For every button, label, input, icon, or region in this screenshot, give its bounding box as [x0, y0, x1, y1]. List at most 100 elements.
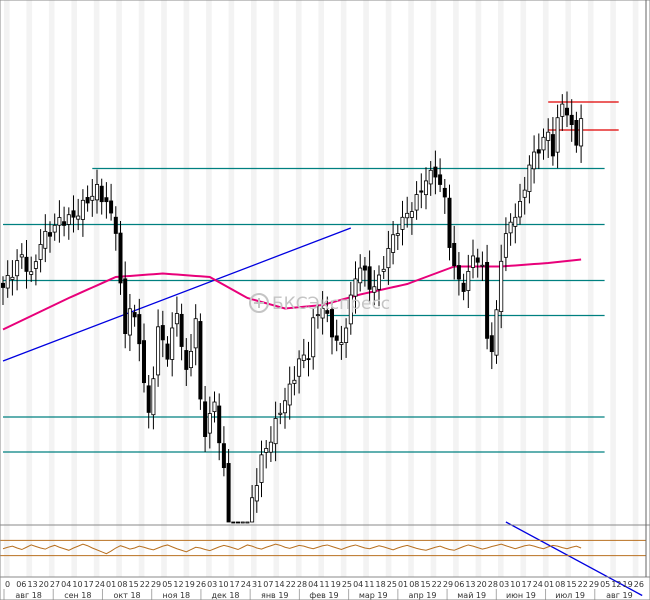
candle-body — [381, 268, 386, 272]
x-tick-label: 05 — [600, 580, 610, 589]
x-tick-label: 04 — [353, 580, 363, 589]
candle-body — [428, 169, 433, 185]
candle-body — [452, 242, 457, 267]
watermark-text: БКСЭкспресс — [272, 294, 390, 314]
candle-body — [212, 401, 217, 413]
grid-stripe — [116, 0, 122, 577]
candle-body — [76, 215, 81, 220]
x-tick-label: 11 — [319, 580, 329, 589]
x-tick-label: 22 — [432, 580, 442, 589]
x-tick-label: 12 — [611, 580, 621, 589]
candle-body — [71, 210, 76, 218]
candle-body — [503, 233, 508, 258]
x-tick-label: 24 — [95, 580, 105, 589]
horizontal-levels — [3, 101, 619, 453]
candle-body — [254, 485, 259, 502]
candle-body — [423, 180, 428, 196]
candle-body — [10, 276, 15, 280]
x-tick-label: 25 — [342, 580, 352, 589]
x-tick-label: 0 — [5, 580, 10, 589]
candle-body — [193, 318, 198, 349]
candle-body — [569, 114, 574, 126]
candle-body — [329, 309, 334, 338]
grid-stripe — [295, 0, 302, 577]
grid-stripe — [48, 0, 55, 577]
grid-stripe — [273, 0, 280, 577]
candle-body — [198, 321, 203, 400]
candle-body — [541, 136, 546, 151]
grid-stripe — [587, 0, 594, 577]
trend-line — [505, 521, 643, 597]
candle-body — [66, 214, 71, 225]
candle-body — [297, 358, 302, 377]
x-tick-label: 22 — [286, 580, 296, 589]
candle-body — [395, 233, 400, 236]
x-tick-label: 01 — [106, 580, 116, 589]
candle-body — [362, 265, 367, 271]
x-month-label: авг 18 — [15, 591, 42, 600]
candle-body — [118, 232, 123, 284]
candle-body — [550, 134, 555, 157]
candle-body — [414, 194, 419, 211]
candle-body — [5, 275, 10, 289]
candle-body — [151, 378, 156, 416]
x-month-label: июл 19 — [555, 591, 585, 600]
grid-stripe — [318, 0, 324, 577]
x-tick-label: 26 — [634, 580, 644, 589]
candle-body — [475, 257, 480, 263]
x-tick-label: 29 — [151, 580, 161, 589]
candle-body — [470, 255, 475, 268]
candle-body — [179, 313, 184, 347]
candle-body — [546, 131, 551, 141]
candle-body — [221, 443, 226, 469]
candle-body — [43, 230, 48, 249]
x-axis: 0 06 13 20 27 04 10 17 24 01 08 15 22 29 05 12 19 26 03 10 1… — [3, 580, 644, 600]
candle-body — [438, 174, 443, 185]
x-tick-label: 26 — [196, 580, 206, 589]
grid-stripe — [520, 0, 527, 577]
x-tick-label: 11 — [364, 580, 374, 589]
candle-body — [447, 197, 452, 248]
candle-body — [137, 314, 142, 345]
x-tick-label: 13 — [27, 580, 37, 589]
candle-body — [480, 264, 485, 267]
grid-stripe — [183, 0, 190, 577]
oscillator-panel — [0, 539, 646, 557]
x-tick-label: 15 — [420, 580, 430, 589]
grid-stripes — [4, 0, 639, 577]
x-month-label: янв 19 — [261, 591, 288, 600]
x-tick-label: 20 — [39, 580, 49, 589]
x-month-label: фев 19 — [309, 591, 338, 600]
candle-body — [499, 260, 504, 313]
candle-body — [287, 383, 292, 406]
candle-body — [57, 217, 62, 226]
grid-stripe — [408, 0, 414, 577]
candle-body — [391, 234, 396, 253]
grid-stripe — [251, 0, 257, 577]
candle-body — [132, 312, 137, 318]
candle-body — [372, 286, 377, 293]
x-month-label: май 19 — [457, 591, 486, 600]
candle-body — [367, 266, 372, 290]
candle-body — [353, 278, 358, 297]
x-tick-label: 22 — [578, 580, 588, 589]
candle-body — [29, 271, 34, 275]
grid-stripe — [340, 0, 347, 577]
candle-body — [442, 187, 447, 198]
grid-stripe — [430, 0, 437, 577]
candle-body — [400, 216, 405, 230]
candle-body — [15, 260, 20, 277]
x-tick-label: 31 — [252, 580, 262, 589]
candle-body — [466, 271, 471, 291]
candle-body — [123, 278, 128, 335]
candle-body — [508, 221, 513, 234]
grid-stripe — [206, 0, 212, 577]
x-tick-label: 03 — [207, 580, 217, 589]
grid-stripe — [610, 0, 616, 577]
x-month-label: ноя 18 — [162, 591, 190, 600]
candle-body — [282, 400, 287, 414]
candle-body — [146, 385, 151, 413]
candle-body — [574, 120, 579, 146]
x-tick-label: 10 — [218, 580, 228, 589]
candle-body — [90, 195, 95, 201]
